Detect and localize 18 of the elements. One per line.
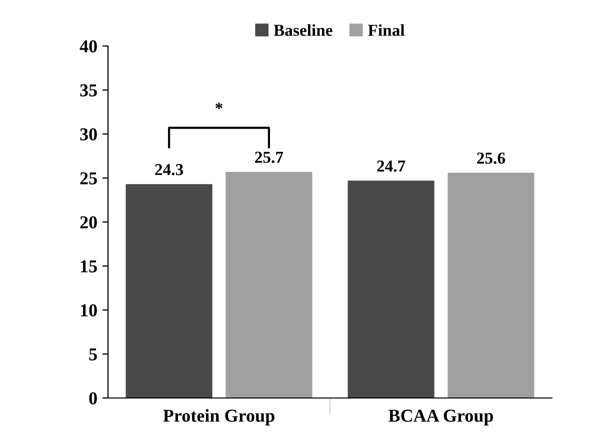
x-tick-label: BCAA Group [388,410,494,426]
legend-label: Final [368,24,405,36]
y-tick-label: 10 [80,304,97,316]
legend-label: Baseline [274,24,332,36]
data-label: 24.7 [377,160,406,172]
x-tick-label: Protein Group [163,409,274,426]
y-tick-label: 0 [89,392,97,404]
y-tick-label: 20 [80,216,97,228]
y-tick-label: 35 [80,84,97,96]
y-tick-label: 25 [80,172,97,184]
annotation: * [216,102,222,110]
data-label: 25.6 [477,152,506,164]
y-tick-label: 5 [89,348,97,360]
y-tick-label: 15 [80,260,97,272]
y-tick-label: 40 [80,40,97,52]
data-label: 25.7 [255,152,284,163]
data-label: 24.3 [155,164,184,176]
y-tick-label: 30 [80,128,97,140]
